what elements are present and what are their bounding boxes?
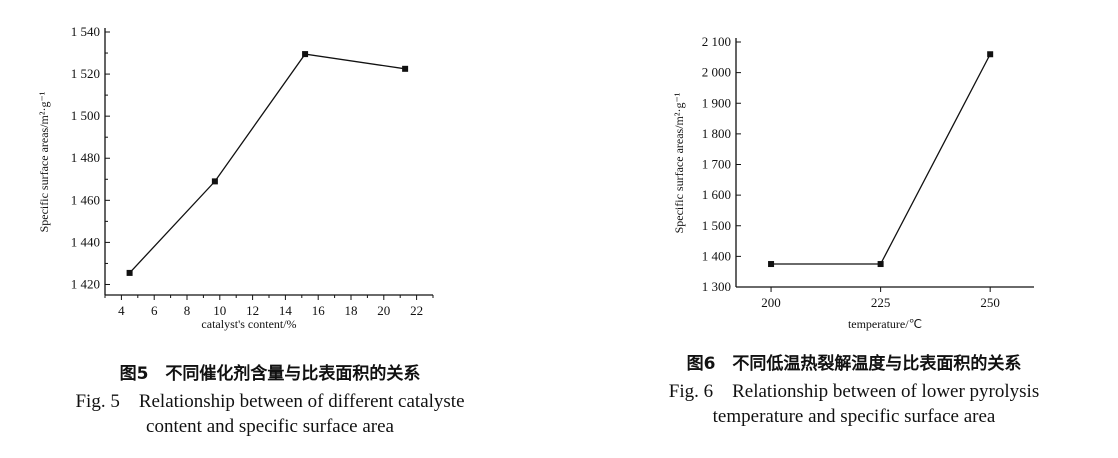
fig5-data-point	[126, 269, 133, 276]
caption-fig5: 图5 不同催化剂含量与比表面积的关系 Fig. 5 Relationship b…	[0, 362, 540, 439]
fig5-x-tick-label: 16	[312, 303, 326, 318]
fig6-y-tick-label: 1 400	[702, 248, 731, 263]
fig6-y-tick-label: 1 300	[702, 279, 731, 294]
fig5-x-axis-label: catalyst's content/%	[201, 317, 296, 331]
fig5-x-tick-label: 14	[279, 303, 293, 318]
fig5-y-tick-label: 1 520	[71, 66, 100, 81]
fig5-data-point	[302, 51, 309, 58]
fig5-x-tick-label: 12	[246, 303, 259, 318]
fig6-y-tick-label: 2 100	[702, 34, 731, 49]
fig5-x-tick-label: 4	[118, 303, 125, 318]
fig5-y-tick-label: 1 460	[71, 192, 100, 207]
caption-fig5-en-line2: content and specific surface area	[146, 416, 394, 437]
fig6-y-tick-label: 1 500	[702, 218, 731, 233]
caption-fig5-en-line1: Fig. 5 Relationship between of different…	[75, 391, 465, 412]
fig6-y-tick-label: 1 800	[702, 126, 731, 141]
fig5-x-tick-label: 20	[377, 303, 390, 318]
fig6-data-point	[987, 51, 994, 58]
fig6-y-tick-label: 1 600	[702, 187, 731, 202]
caption-fig5-zh: 图5 不同催化剂含量与比表面积的关系	[119, 364, 421, 384]
caption-fig6: 图6 不同低温热裂解温度与比表面积的关系 Fig. 6 Relationship…	[590, 352, 1118, 429]
caption-fig6-en-line2: temperature and specific surface area	[712, 406, 996, 427]
fig6-y-tick-label: 1 700	[702, 157, 731, 172]
fig5-y-tick-label: 1 540	[71, 24, 100, 39]
fig5-y-tick-label: 1 480	[71, 150, 100, 165]
fig6-data-point	[768, 261, 775, 268]
fig6-y-axis-label: Specific surface areas/m²·g⁻¹	[672, 92, 686, 233]
fig6-x-tick-label: 250	[980, 295, 1000, 310]
fig6-y-tick-label: 1 900	[702, 95, 731, 110]
fig5-x-tick-label: 22	[410, 303, 423, 318]
fig5-x-tick-label: 8	[184, 303, 191, 318]
fig5-y-tick-label: 1 440	[71, 234, 100, 249]
fig5-y-axis-label: Specific surface areas/m²·g⁻¹	[37, 91, 51, 232]
fig5-x-tick-label: 18	[345, 303, 358, 318]
fig5-x-tick-label: 10	[213, 303, 226, 318]
fig5-y-tick-label: 1 500	[71, 108, 100, 123]
fig6-series-line	[771, 53, 991, 265]
fig6-x-tick-label: 200	[761, 295, 781, 310]
fig6-x-tick-label: 225	[871, 295, 891, 310]
fig6-data-point	[877, 261, 884, 268]
fig5-y-tick-label: 1 420	[71, 276, 100, 291]
fig5-series-line	[129, 53, 406, 274]
caption-fig6-zh: 图6 不同低温热裂解温度与比表面积的关系	[686, 354, 1022, 374]
fig5-data-point	[402, 65, 409, 72]
caption-fig6-en-line1: Fig. 6 Relationship between of lower pyr…	[668, 381, 1040, 402]
fig6-x-axis-label: temperature/℃	[848, 317, 922, 331]
fig6-y-tick-label: 2 000	[702, 65, 731, 80]
fig5-x-tick-label: 6	[151, 303, 158, 318]
fig5-data-point	[211, 178, 218, 185]
